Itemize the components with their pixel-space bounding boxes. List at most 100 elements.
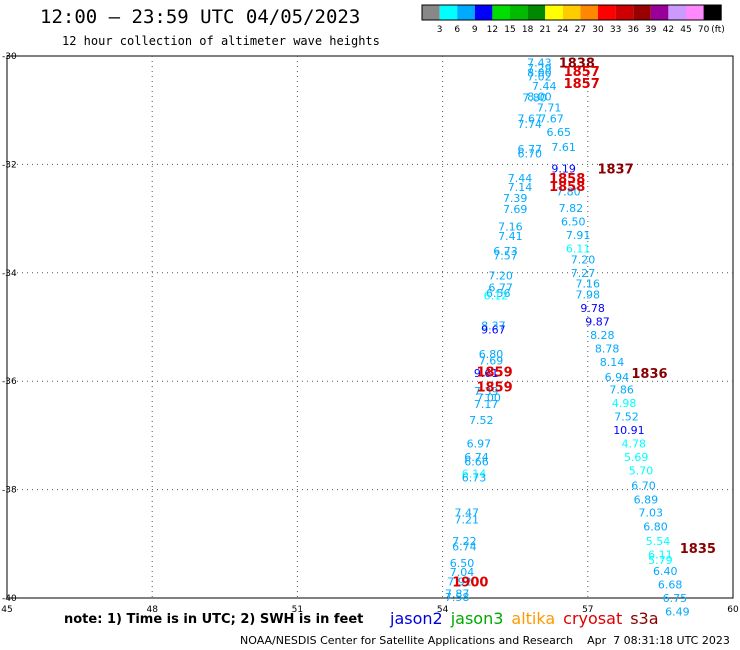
wave-height-point: 8.00 bbox=[527, 91, 552, 104]
wave-height-point: 7.00 bbox=[476, 391, 501, 404]
legend-swatch bbox=[510, 5, 528, 20]
wave-height-point: 5.70 bbox=[629, 465, 654, 478]
wave-height-point: 6.74 bbox=[464, 451, 489, 464]
wave-height-point: 7.27 bbox=[571, 267, 596, 280]
legend-label: 12 bbox=[487, 25, 498, 35]
wave-height-point: 7.43 bbox=[527, 57, 552, 70]
wave-height-point: 6.66 bbox=[464, 455, 489, 468]
wave-height-point: 8.14 bbox=[600, 356, 625, 369]
wave-height-point: 7.16 bbox=[498, 221, 523, 234]
wave-height-point: 6.77 bbox=[488, 281, 513, 294]
y-tick-label: -34 bbox=[2, 269, 17, 279]
y-tick-label: -32 bbox=[2, 160, 17, 170]
mission-s3a: s3a bbox=[630, 609, 659, 628]
wave-height-point: 4.78 bbox=[622, 438, 647, 451]
legend-swatch bbox=[562, 5, 581, 20]
wave-height-point: 7.98 bbox=[576, 288, 601, 301]
wave-height-point: 6.12 bbox=[484, 290, 509, 303]
wave-height-point: 7.44 bbox=[532, 80, 557, 93]
pass-time-label: 1859 bbox=[476, 381, 512, 396]
legend-label: 6 bbox=[454, 25, 460, 35]
wave-height-point: 6.77 bbox=[517, 143, 542, 156]
pass-time-label: 1838 bbox=[559, 57, 595, 72]
mission-cryosat: cryosat bbox=[563, 609, 623, 628]
wave-height-point: 7.61 bbox=[551, 141, 576, 154]
mission-legend: jason2 jason3 altika cryosat s3a bbox=[390, 609, 667, 628]
wave-height-point: 7.17 bbox=[474, 398, 499, 411]
legend-swatch bbox=[527, 5, 546, 20]
wave-height-point: 6.80 bbox=[479, 348, 504, 361]
wave-height-point: 7.69 bbox=[503, 203, 528, 216]
wave-height-point: 7.41 bbox=[498, 230, 523, 243]
pass-time-label: 1837 bbox=[597, 163, 633, 178]
wave-height-point: 7.74 bbox=[517, 118, 542, 131]
wave-height-point: 6.89 bbox=[634, 493, 659, 506]
mission-altika: altika bbox=[511, 609, 556, 628]
page-title: 12:00 – 23:59 UTC 04/05/2023 bbox=[40, 6, 361, 28]
legend-swatch bbox=[580, 5, 598, 20]
wave-height-point: 7.47 bbox=[455, 506, 480, 519]
wave-height-point: 6.11 bbox=[648, 549, 673, 562]
y-tick-label: -30 bbox=[2, 52, 17, 62]
wave-height-point: 6.65 bbox=[547, 126, 572, 139]
pass-time-label: 1859 bbox=[476, 365, 512, 380]
wave-height-point: 5.79 bbox=[648, 554, 673, 567]
legend-swatch bbox=[703, 5, 722, 20]
wave-height-point: 6.74 bbox=[452, 541, 477, 554]
pass-time-label: 1835 bbox=[680, 542, 716, 557]
wave-height-point: 6.50 bbox=[450, 557, 475, 570]
x-tick-label: 54 bbox=[437, 605, 449, 615]
legend-swatch bbox=[668, 5, 686, 20]
wave-height-point: 9.67 bbox=[481, 324, 506, 337]
legend-swatch bbox=[439, 5, 458, 20]
legend-swatch bbox=[686, 5, 704, 20]
wave-height-point: 7.67 bbox=[517, 112, 542, 125]
legend-frame bbox=[421, 4, 722, 21]
legend-swatch bbox=[492, 5, 510, 20]
pass-time-label: 1857 bbox=[564, 65, 600, 80]
wave-height-point: 7.20 bbox=[571, 253, 596, 266]
legend-swatch bbox=[545, 5, 563, 20]
pass-time-label: 1857 bbox=[564, 77, 600, 92]
legend-swatch bbox=[615, 5, 634, 20]
wave-height-point: 7.16 bbox=[576, 278, 601, 291]
page-subtitle: 12 hour collection of altimeter wave hei… bbox=[62, 34, 380, 48]
wave-height-point: 8.37 bbox=[481, 319, 506, 332]
wave-height-point: 8.28 bbox=[590, 329, 615, 342]
wave-height-point: 5.69 bbox=[624, 451, 649, 464]
wave-height-point: 8.00 bbox=[527, 66, 552, 79]
wave-height-point: 6.50 bbox=[561, 215, 586, 228]
wave-height-point: 6.70 bbox=[631, 479, 656, 492]
wave-height-point: 9.87 bbox=[585, 316, 610, 329]
x-tick-label: 57 bbox=[582, 605, 593, 615]
plot-frame bbox=[6, 55, 734, 599]
wave-height-point: 7.52 bbox=[614, 410, 639, 423]
legend-label: 3 bbox=[437, 25, 443, 35]
legend-label: 45 bbox=[680, 25, 691, 35]
wave-height-point: 6.94 bbox=[605, 371, 630, 384]
wave-height-point: 7.69 bbox=[479, 355, 504, 368]
wave-height-point: 7.39 bbox=[503, 192, 528, 205]
wave-height-point: 6.73 bbox=[462, 472, 487, 485]
wave-height-point: 6.56 bbox=[486, 287, 511, 300]
wave-height-point: 7.67 bbox=[539, 112, 564, 125]
legend-label: 18 bbox=[522, 25, 534, 35]
wave-height-point: 5.54 bbox=[646, 535, 671, 548]
wave-height-point: 7.71 bbox=[537, 101, 562, 114]
x-tick-label: 60 bbox=[727, 605, 739, 615]
legend-label: 39 bbox=[645, 25, 657, 35]
legend-label: 27 bbox=[575, 25, 586, 35]
wave-height-point: 8.78 bbox=[595, 343, 620, 356]
wave-height-point: 7.87 bbox=[445, 588, 470, 601]
mission-jason2: jason2 bbox=[390, 609, 443, 628]
wave-height-point: 6.73 bbox=[493, 245, 518, 258]
y-tick-label: -36 bbox=[2, 377, 17, 387]
wave-height-point: 7.22 bbox=[452, 535, 477, 548]
legend-label: 70 bbox=[698, 25, 710, 35]
wave-height-point: 7.44 bbox=[508, 172, 533, 185]
wave-height-point: 7.21 bbox=[455, 513, 480, 526]
pass-time-label: 1858 bbox=[549, 180, 585, 195]
wave-height-point: 7.57 bbox=[493, 249, 518, 262]
legend-label: 36 bbox=[627, 25, 639, 35]
